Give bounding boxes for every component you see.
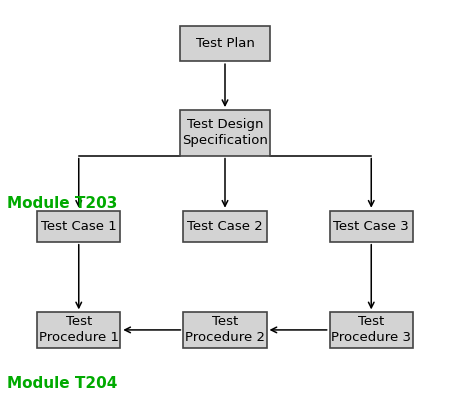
Text: Test Plan: Test Plan [196, 37, 254, 50]
FancyBboxPatch shape [329, 210, 413, 242]
Text: Test
Procedure 2: Test Procedure 2 [185, 315, 265, 344]
Text: Test Design
Specification: Test Design Specification [182, 118, 268, 147]
FancyBboxPatch shape [329, 312, 413, 348]
Text: Test
Procedure 1: Test Procedure 1 [39, 315, 119, 344]
Text: Module T204: Module T204 [7, 376, 117, 391]
FancyBboxPatch shape [37, 210, 120, 242]
FancyBboxPatch shape [184, 210, 266, 242]
Text: Test Case 2: Test Case 2 [187, 220, 263, 233]
Text: Test Case 3: Test Case 3 [333, 220, 409, 233]
FancyBboxPatch shape [184, 312, 266, 348]
Text: Test Case 1: Test Case 1 [41, 220, 117, 233]
FancyBboxPatch shape [180, 26, 270, 61]
FancyBboxPatch shape [37, 312, 120, 348]
Text: Module T203: Module T203 [7, 196, 117, 211]
Text: Test
Procedure 3: Test Procedure 3 [331, 315, 411, 344]
FancyBboxPatch shape [180, 110, 270, 156]
